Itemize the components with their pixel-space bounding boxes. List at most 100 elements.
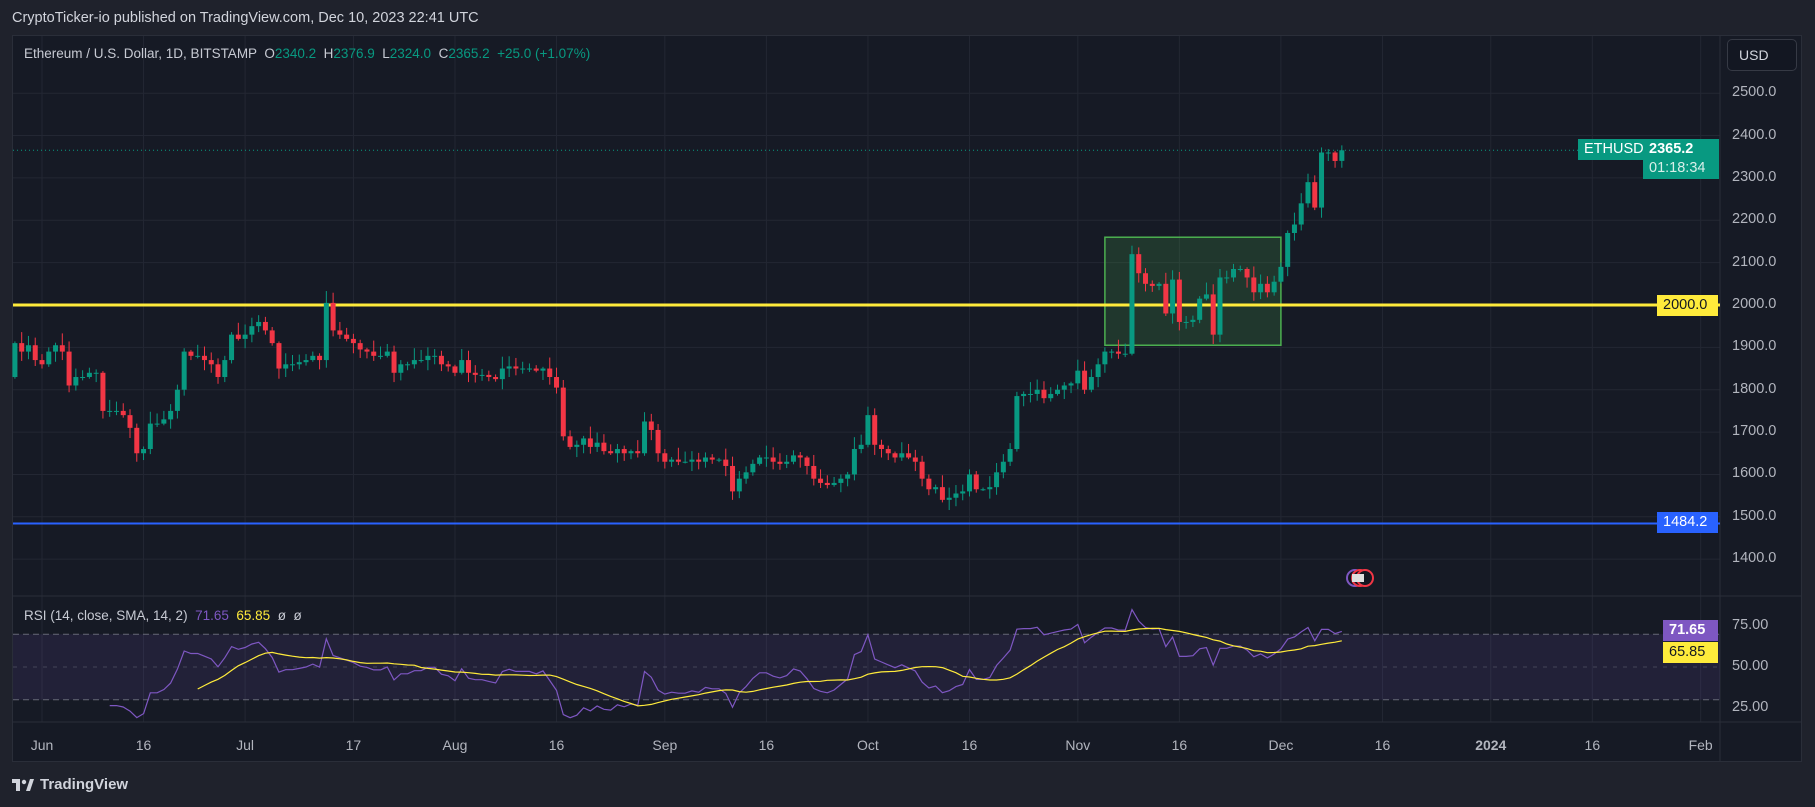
time-axis-label: 16	[1584, 737, 1601, 753]
candle-body	[161, 419, 167, 424]
candle-body	[702, 457, 708, 462]
candle-body	[1136, 254, 1142, 274]
candle-body	[757, 457, 763, 464]
drawings	[13, 236, 1720, 525]
candle	[642, 412, 648, 456]
candle-body	[350, 338, 356, 344]
candle	[80, 370, 86, 381]
currency-button[interactable]: USD	[1727, 39, 1797, 71]
candle	[520, 361, 526, 374]
price-axis-label: 1900.0	[1732, 338, 1777, 355]
symbol-title: Ethereum / U.S. Dollar, 1D, BITSTAMP	[24, 46, 257, 61]
rsi-value: 71.65	[195, 608, 229, 623]
candle-body	[154, 423, 160, 425]
candle	[1285, 230, 1291, 277]
time-axis-label: Oct	[857, 737, 879, 753]
candle-body	[1298, 203, 1304, 225]
candle-body	[587, 438, 593, 447]
price-axis-label: 2200.0	[1732, 211, 1777, 228]
candle	[432, 349, 438, 365]
price-axis-label: 2400.0	[1732, 126, 1777, 143]
candle-body	[1061, 385, 1067, 390]
candle-body	[113, 410, 119, 412]
candle	[445, 360, 451, 372]
high-value: 2376.9	[333, 46, 375, 61]
last-price: 2365.2	[1649, 141, 1694, 157]
candle-body	[567, 436, 573, 447]
candle	[662, 449, 668, 469]
candle	[479, 368, 485, 381]
candle-body	[655, 429, 661, 454]
candle	[953, 485, 959, 507]
candle	[601, 434, 607, 455]
candle-body	[499, 368, 505, 380]
candle-body	[1068, 383, 1074, 386]
candle-body	[1014, 396, 1020, 450]
candle	[1237, 265, 1243, 272]
candle-body	[885, 449, 891, 454]
candle	[567, 430, 573, 450]
candle	[1095, 358, 1101, 388]
candle	[926, 474, 932, 496]
candle	[513, 357, 519, 376]
candle-body	[1271, 281, 1277, 293]
candle	[784, 454, 790, 469]
candle-body	[1278, 266, 1284, 282]
rsi-legend: RSI (14, close, SMA, 14, 2) 71.65 65.85 …	[24, 608, 302, 623]
candle-body	[939, 487, 945, 500]
candle	[499, 356, 505, 390]
candle-body	[215, 364, 221, 378]
rsi-sma-line	[197, 627, 1342, 707]
close-label: C	[438, 46, 449, 61]
candle-body	[926, 478, 932, 490]
candle-body	[391, 351, 397, 373]
candle	[506, 356, 512, 378]
candle	[933, 484, 939, 494]
rsi-value-tag: 71.65	[1663, 620, 1718, 641]
candle-body	[1034, 389, 1040, 394]
candle-body	[147, 423, 153, 450]
low-value: 2324.0	[389, 46, 432, 61]
candle	[1082, 361, 1088, 394]
candle	[1041, 381, 1047, 404]
time-axis-label: Feb	[1688, 737, 1713, 753]
candle-body	[689, 459, 695, 462]
candle-body	[540, 368, 546, 371]
candle-body	[323, 302, 329, 361]
rsi-sma-value: 65.85	[236, 608, 271, 623]
candle-body	[53, 345, 59, 352]
rsi-extra-1: ø	[277, 608, 286, 623]
candle	[208, 352, 214, 373]
candle	[113, 401, 119, 416]
candle-body	[513, 366, 519, 369]
tradingview-logo[interactable]: TradingView	[12, 776, 128, 793]
candle	[276, 341, 282, 379]
candle	[554, 367, 560, 394]
candle-body	[262, 321, 268, 331]
change-value: +25.0 (+1.07%)	[497, 46, 591, 61]
candle	[350, 333, 356, 354]
candle	[1176, 271, 1182, 331]
candle-body	[310, 355, 316, 361]
candle-body	[1075, 370, 1081, 384]
rsi-scale-25: 25.00	[1732, 699, 1769, 715]
candle	[296, 354, 302, 370]
price-axis-label: 1800.0	[1732, 380, 1777, 397]
candle-body	[892, 453, 898, 458]
candle	[323, 291, 329, 368]
candle	[262, 316, 268, 335]
candle	[147, 411, 153, 455]
candle-body	[662, 453, 668, 462]
candle-body	[425, 355, 431, 361]
candle-body	[1021, 393, 1027, 397]
candle-body	[168, 410, 174, 420]
candle	[357, 339, 363, 358]
candle-body	[1170, 279, 1176, 314]
candle	[702, 452, 708, 468]
candle-body	[378, 355, 383, 357]
candle-body	[174, 389, 180, 411]
candle	[452, 364, 458, 377]
time-axis-label: Dec	[1268, 737, 1294, 753]
price-axis-label: 2300.0	[1732, 168, 1777, 185]
